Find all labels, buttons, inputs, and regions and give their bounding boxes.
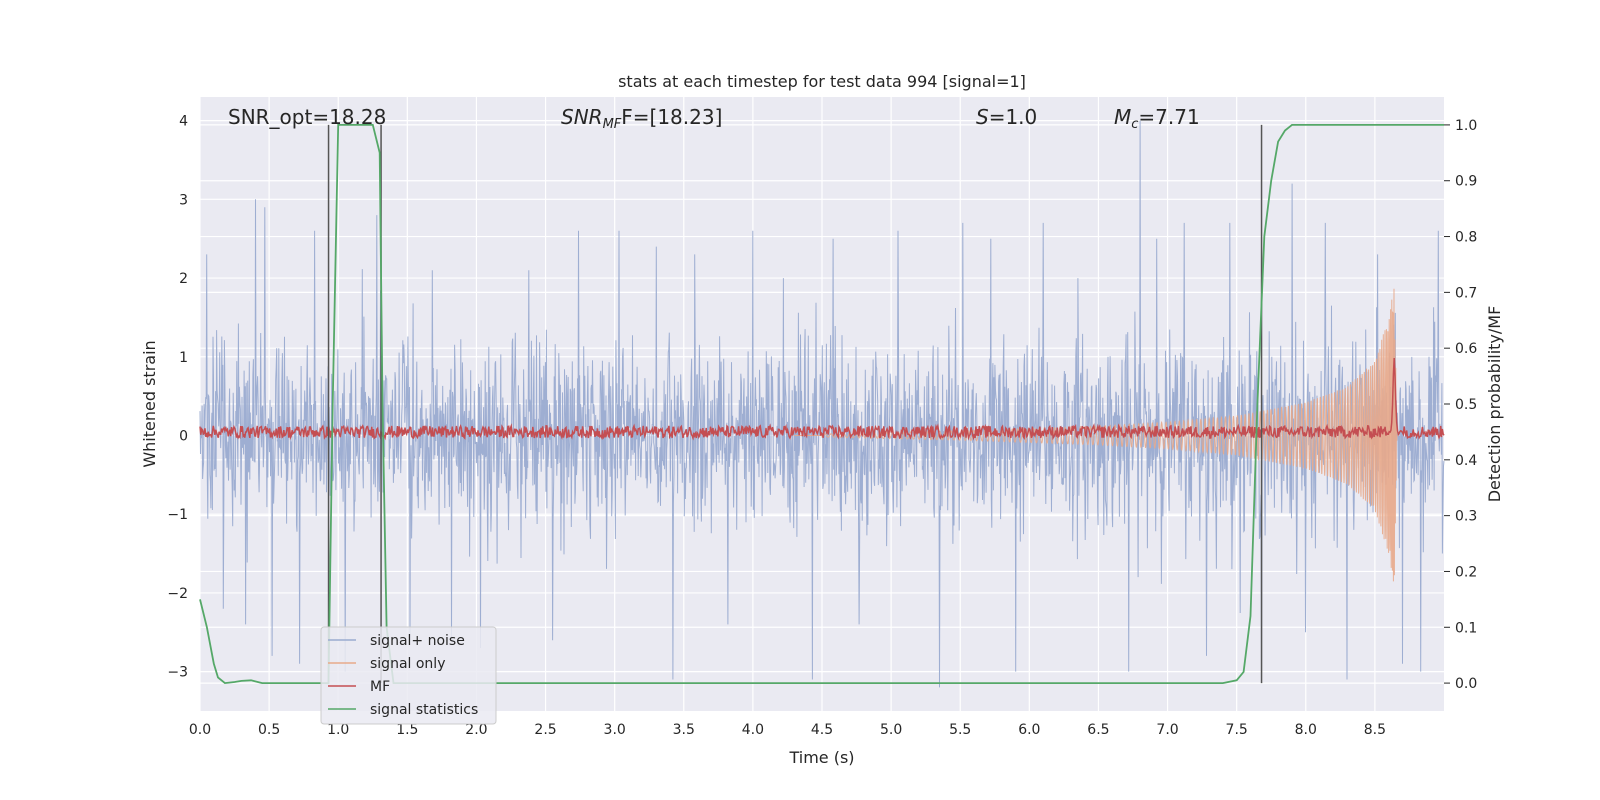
y-axis-label: Whitened strain [140, 340, 159, 467]
y-right-tick-label: 0.4 [1455, 453, 1477, 469]
series-mf [199, 357, 1445, 441]
x-tick-label: 2.0 [465, 722, 487, 738]
chart-title: stats at each timestep for test data 994… [618, 72, 1026, 91]
y-right-tick-label: 0.5 [1455, 397, 1477, 413]
legend-label-mf: MF [370, 679, 390, 695]
annotation-snr-mf-rest: F=[18.23] [621, 105, 722, 129]
y-axis-right-label: Detection probability/MF [1485, 306, 1504, 503]
legend-label-signal-only: signal only [370, 656, 445, 672]
annotations: SNR_opt=18.28 SNRMFF=[18.23] S=1.0 Mc=7.… [228, 105, 1200, 132]
annotation-snr-mf: SNRMFF=[18.23] [561, 105, 722, 132]
y-tick-label: −1 [167, 507, 188, 523]
x-tick-label: 3.0 [604, 722, 626, 738]
y-right-tick-label: 0.0 [1455, 676, 1477, 692]
x-axis-label: Time (s) [788, 748, 854, 767]
y-tick-label: −3 [167, 665, 188, 681]
legend-box [320, 626, 497, 725]
y-tick-label: 4 [179, 114, 188, 130]
line-signal-only [794, 288, 1398, 582]
annotation-snr-opt: SNR_opt=18.28 [228, 105, 386, 129]
x-tick-label: 5.5 [949, 722, 971, 738]
y-tick-label: 0 [179, 428, 188, 444]
x-tick-label: 1.5 [396, 722, 418, 738]
legend-label-signal-noise: signal+ noise [370, 633, 465, 649]
series-signal-statistics [199, 124, 1444, 685]
x-axis-ticks: 0.0 0.5 1.0 1.5 2.0 2.5 3.0 3.5 4.0 4.5 5.0 5.5 6.0 6… [189, 722, 1386, 738]
series-signal-only [794, 288, 1398, 582]
x-tick-label: 4.5 [811, 722, 833, 738]
line-signal-statistics [199, 124, 1444, 685]
y-right-tick-label: 0.8 [1455, 230, 1477, 246]
x-tick-label: 6.5 [1087, 722, 1109, 738]
annotation-mc-rest: =7.71 [1138, 105, 1199, 129]
annotation-s: S=1.0 [976, 105, 1037, 129]
line-mf [199, 357, 1445, 441]
y-axis-ticks: 4 3 2 1 0 −1 −2 −3 [167, 114, 188, 681]
y-right-tick-label: 0.3 [1455, 509, 1477, 525]
annotation-snr-mf-main: SNR [561, 105, 603, 129]
x-tick-label: 7.5 [1226, 722, 1248, 738]
annotation-s-rest: =1.0 [989, 105, 1038, 129]
x-tick-label: 6.0 [1018, 722, 1040, 738]
x-tick-label: 0.5 [258, 722, 280, 738]
x-tick-label: 1.0 [327, 722, 349, 738]
y-right-tick-label: 0.2 [1455, 564, 1477, 580]
x-tick-label: 4.0 [742, 722, 764, 738]
x-tick-label: 7.0 [1156, 722, 1178, 738]
x-tick-label: 5.0 [880, 722, 902, 738]
x-tick-label: 2.5 [534, 722, 556, 738]
y-axis-right-ticks: 1.0 0.9 0.8 0.7 0.6 0.5 0.4 0.3 0.2 0.1 0.0 [1444, 118, 1477, 692]
y-right-tick-label: 0.7 [1455, 285, 1477, 301]
x-tick-label: 8.5 [1364, 722, 1386, 738]
y-tick-label: −2 [167, 586, 188, 602]
y-tick-label: 2 [179, 271, 188, 287]
annotation-mc-main: M [1114, 105, 1131, 129]
y-right-tick-label: 0.1 [1455, 620, 1477, 636]
y-tick-label: 1 [179, 350, 188, 366]
annotation-mc-sub: c [1131, 117, 1138, 132]
y-right-tick-label: 0.9 [1455, 174, 1477, 190]
legend-label-signal-statistics: signal statistics [370, 702, 478, 718]
y-right-tick-label: 1.0 [1455, 118, 1477, 134]
y-tick-label: 3 [179, 192, 188, 208]
x-tick-label: 0.0 [189, 722, 211, 738]
annotation-snr-mf-sub: MF [603, 117, 622, 132]
x-tick-label: 8.0 [1295, 722, 1317, 738]
legend: signal+ noise signal only MF signal stat… [320, 626, 497, 725]
annotation-mc: Mc=7.71 [1114, 105, 1200, 132]
y-right-tick-label: 0.6 [1455, 341, 1477, 357]
annotation-s-italic: S [976, 105, 989, 129]
plot-area [199, 97, 1445, 711]
x-tick-label: 3.5 [673, 722, 695, 738]
